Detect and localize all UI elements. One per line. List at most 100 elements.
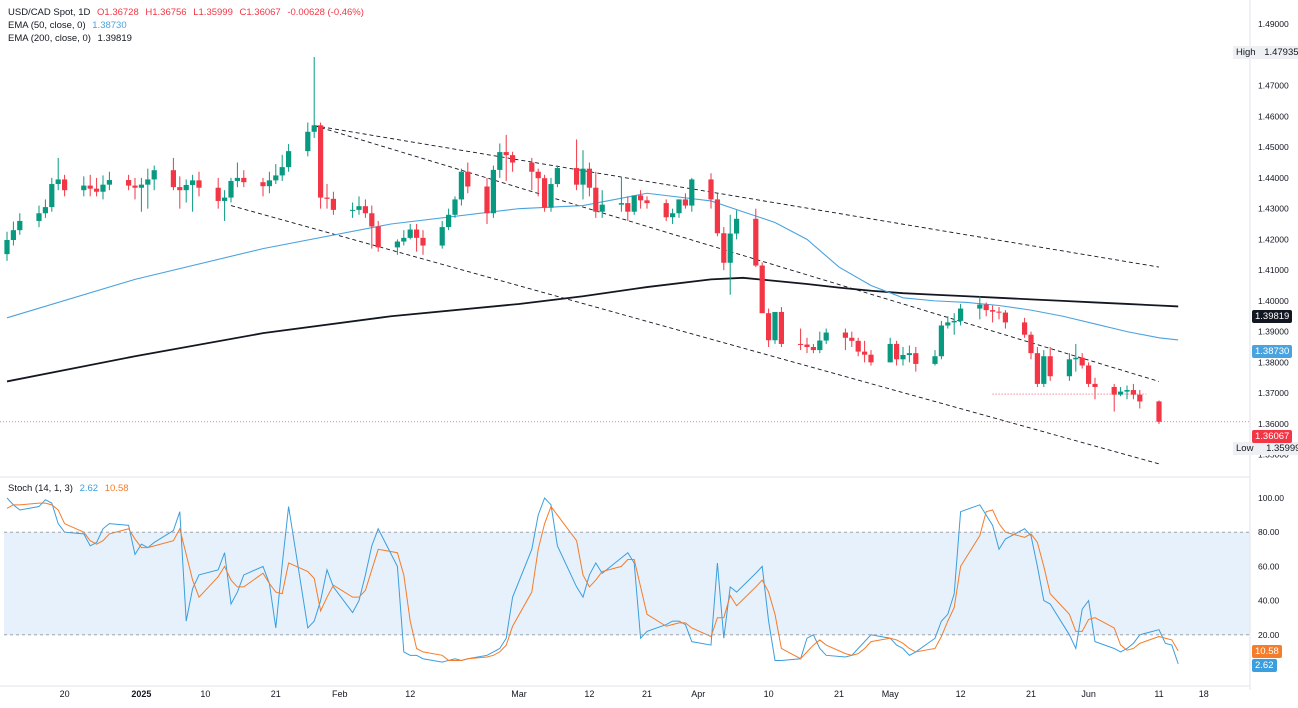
candle-up[interactable] bbox=[183, 184, 189, 191]
candle-up[interactable] bbox=[1066, 359, 1072, 377]
candle-down[interactable] bbox=[126, 180, 132, 186]
candle-up[interactable] bbox=[145, 179, 151, 185]
candle-down[interactable] bbox=[1022, 322, 1028, 335]
candle-up[interactable] bbox=[49, 184, 55, 208]
candle-down[interactable] bbox=[574, 168, 580, 185]
candle-up[interactable] bbox=[458, 171, 464, 200]
candle-up[interactable] bbox=[266, 180, 272, 187]
candle-up[interactable] bbox=[36, 213, 42, 221]
candle-down[interactable] bbox=[593, 187, 599, 212]
candle-down[interactable] bbox=[810, 347, 816, 351]
candle-up[interactable] bbox=[1124, 390, 1130, 392]
candle-down[interactable] bbox=[87, 185, 93, 189]
candle-down[interactable] bbox=[324, 197, 330, 199]
trendlines[interactable] bbox=[0, 125, 1250, 465]
candle-down[interactable] bbox=[215, 187, 221, 201]
candle-down[interactable] bbox=[663, 203, 669, 218]
candle-up[interactable] bbox=[279, 167, 285, 176]
candle-down[interactable] bbox=[894, 343, 900, 360]
candle-up[interactable] bbox=[977, 304, 983, 309]
candle-down[interactable] bbox=[990, 310, 996, 312]
candle-up[interactable] bbox=[81, 185, 87, 191]
candle-up[interactable] bbox=[676, 199, 682, 214]
candle-down[interactable] bbox=[1092, 383, 1098, 387]
candle-up[interactable] bbox=[407, 229, 413, 238]
candle-down[interactable] bbox=[1028, 334, 1034, 354]
candle-down[interactable] bbox=[766, 313, 772, 341]
candle-up[interactable] bbox=[234, 177, 240, 181]
candle-up[interactable] bbox=[42, 207, 48, 214]
candle-up[interactable] bbox=[106, 180, 112, 185]
candle-down[interactable] bbox=[849, 337, 855, 341]
candle-down[interactable] bbox=[1047, 356, 1053, 377]
candle-up[interactable] bbox=[452, 199, 458, 215]
candle-down[interactable] bbox=[1137, 394, 1143, 402]
candle-up[interactable] bbox=[945, 322, 951, 326]
candle-up[interactable] bbox=[10, 230, 16, 241]
candle-up[interactable] bbox=[222, 197, 228, 201]
candle-up[interactable] bbox=[772, 311, 778, 341]
trendline[interactable] bbox=[314, 125, 1160, 268]
candle-down[interactable] bbox=[778, 311, 784, 344]
candle-up[interactable] bbox=[17, 220, 23, 231]
candle-up[interactable] bbox=[190, 180, 196, 185]
candle-down[interactable] bbox=[855, 340, 861, 352]
trendline[interactable] bbox=[314, 125, 1160, 382]
candle-down[interactable] bbox=[721, 233, 727, 263]
candle-down[interactable] bbox=[759, 265, 765, 314]
candle-down[interactable] bbox=[420, 237, 426, 246]
candle-down[interactable] bbox=[414, 229, 420, 238]
candle-up[interactable] bbox=[932, 356, 938, 364]
candle-up[interactable] bbox=[350, 209, 356, 211]
candle-up[interactable] bbox=[55, 179, 61, 185]
candle-up[interactable] bbox=[446, 214, 452, 228]
candle-up[interactable] bbox=[497, 152, 503, 170]
candle-down[interactable] bbox=[1002, 312, 1008, 323]
candle-down[interactable] bbox=[510, 155, 516, 163]
candle-down[interactable] bbox=[132, 185, 138, 188]
candle-up[interactable] bbox=[599, 204, 605, 212]
candle-up[interactable] bbox=[734, 218, 740, 234]
candle-up[interactable] bbox=[670, 213, 676, 218]
candle-up[interactable] bbox=[305, 131, 311, 152]
candle-up[interactable] bbox=[951, 320, 957, 323]
candle-up[interactable] bbox=[439, 227, 445, 246]
candle-down[interactable] bbox=[753, 218, 759, 266]
candle-down[interactable] bbox=[375, 226, 381, 248]
candle-down[interactable] bbox=[542, 178, 548, 208]
candle-up[interactable] bbox=[817, 340, 823, 351]
candle-up[interactable] bbox=[4, 240, 10, 255]
candle-down[interactable] bbox=[362, 206, 368, 214]
candle-down[interactable] bbox=[177, 187, 183, 191]
candle-down[interactable] bbox=[868, 354, 874, 363]
candle-down[interactable] bbox=[465, 171, 471, 187]
candle-down[interactable] bbox=[842, 332, 848, 338]
candle-down[interactable] bbox=[638, 195, 644, 201]
candle-up[interactable] bbox=[228, 180, 234, 198]
candle-up[interactable] bbox=[900, 355, 906, 360]
candle-up[interactable] bbox=[1041, 356, 1047, 384]
candle-down[interactable] bbox=[529, 162, 535, 172]
candle-up[interactable] bbox=[490, 169, 496, 214]
candle-down[interactable] bbox=[996, 311, 1002, 313]
candle-up[interactable] bbox=[887, 343, 893, 363]
candle-up[interactable] bbox=[554, 168, 560, 185]
candle-down[interactable] bbox=[503, 152, 509, 156]
candle-down[interactable] bbox=[1130, 390, 1136, 395]
candle-up[interactable] bbox=[906, 353, 912, 356]
candles[interactable] bbox=[4, 0, 1178, 424]
candle-up[interactable] bbox=[580, 168, 586, 185]
candle-down[interactable] bbox=[1079, 357, 1085, 366]
candle-up[interactable] bbox=[401, 237, 407, 242]
candle-up[interactable] bbox=[823, 332, 829, 341]
candle-down[interactable] bbox=[1086, 365, 1092, 384]
candle-down[interactable] bbox=[241, 177, 247, 183]
candle-down[interactable] bbox=[682, 199, 688, 206]
candle-down[interactable] bbox=[196, 180, 202, 188]
candle-down[interactable] bbox=[484, 186, 490, 214]
candle-down[interactable] bbox=[1034, 353, 1040, 384]
candle-down[interactable] bbox=[983, 304, 989, 311]
candle-down[interactable] bbox=[804, 344, 810, 348]
candle-down[interactable] bbox=[714, 199, 720, 234]
